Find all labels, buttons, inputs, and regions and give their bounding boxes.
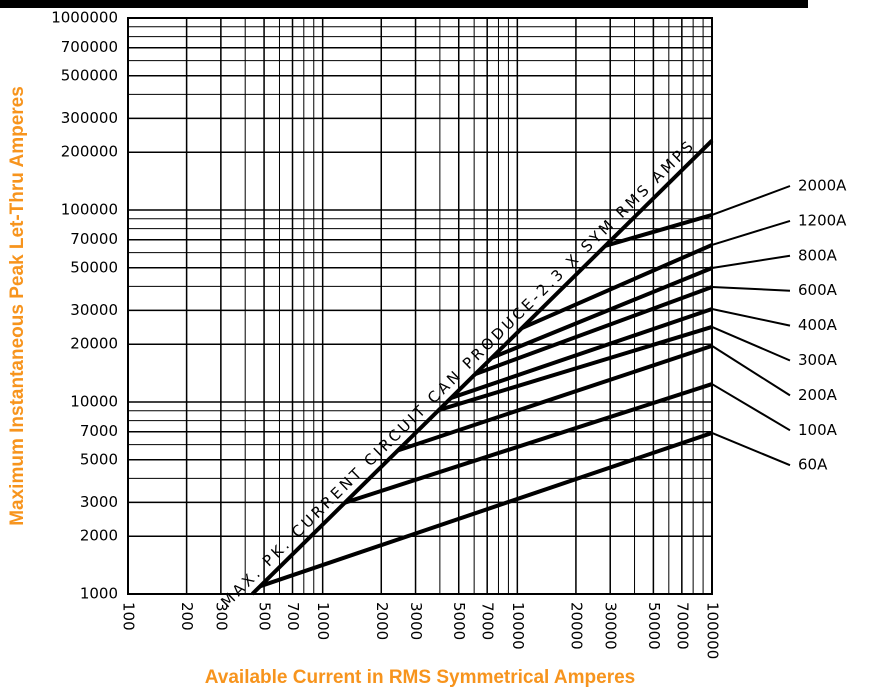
fuse-curve xyxy=(474,285,713,376)
top-bar xyxy=(0,0,808,8)
x-tick-label: 50000 xyxy=(645,602,663,650)
y-tick-label: 500000 xyxy=(61,66,118,84)
legend-label: 200A xyxy=(798,386,838,404)
y-tick-label: 30000 xyxy=(70,301,118,319)
x-tick-label: 5000 xyxy=(450,602,468,640)
y-tick-label: 100000 xyxy=(61,201,118,219)
y-tick-label: 7000 xyxy=(80,422,118,440)
leader-line xyxy=(711,345,791,397)
leader-line xyxy=(711,185,791,216)
y-axis-title: Maximum Instantaneous Peak Let-Thru Ampe… xyxy=(7,86,28,526)
y-tick-label: 50000 xyxy=(70,258,118,276)
y-tick-label: 300000 xyxy=(61,109,118,127)
x-tick-label: 300 xyxy=(212,602,230,631)
legend-label: 60A xyxy=(798,456,828,474)
fuse-curve xyxy=(438,325,713,412)
y-tick-label: 200000 xyxy=(61,143,118,161)
legend-label: 1200A xyxy=(798,211,847,229)
legend-label: 600A xyxy=(798,281,838,299)
x-axis-title: Available Current in RMS Symmetrical Amp… xyxy=(205,667,635,688)
legend-label: 800A xyxy=(798,246,838,264)
legend-label: 400A xyxy=(798,316,838,334)
x-tick-label: 7000 xyxy=(479,602,497,640)
x-tick-label: 500 xyxy=(256,602,274,631)
plot-frame xyxy=(127,17,713,595)
x-tick-label: 1000 xyxy=(314,602,332,640)
y-tick-label: 700000 xyxy=(61,38,118,56)
x-tick-label: 70000 xyxy=(673,602,691,650)
x-tick-label: 700 xyxy=(284,602,302,631)
fuse-curve xyxy=(604,213,713,248)
fuse-curve xyxy=(344,382,713,505)
legend-label: 2000A xyxy=(798,177,847,195)
y-tick-label: 3000 xyxy=(80,493,118,511)
x-tick-label: 100 xyxy=(120,602,138,631)
leader-line xyxy=(711,432,791,467)
y-tick-label: 2000 xyxy=(80,527,118,545)
leader-line xyxy=(711,326,791,362)
y-tick-label: 5000 xyxy=(80,450,118,468)
fuse-curve xyxy=(259,431,713,588)
fuse-curve xyxy=(521,243,713,330)
y-tick-label: 70000 xyxy=(70,230,118,248)
legend-label: 100A xyxy=(798,421,838,439)
fuse-curve xyxy=(491,266,713,360)
y-tick-label: 1000 xyxy=(80,585,118,603)
x-tick-label: 10000 xyxy=(509,602,527,650)
x-tick-label: 20000 xyxy=(567,602,585,650)
legend-label: 300A xyxy=(798,351,838,369)
max-line xyxy=(250,139,714,596)
leader-line xyxy=(711,219,791,246)
x-tick-label: 3000 xyxy=(407,602,425,640)
x-tick-label: 30000 xyxy=(602,602,620,650)
fuse-curve xyxy=(397,343,713,453)
x-tick-label: 2000 xyxy=(373,602,391,640)
y-tick-label: 1000000 xyxy=(51,9,118,27)
leader-line xyxy=(711,254,791,269)
x-tick-label: 200 xyxy=(178,602,196,631)
leader-line xyxy=(711,286,791,292)
leader-line xyxy=(711,308,791,327)
y-tick-label: 20000 xyxy=(70,335,118,353)
y-tick-label: 10000 xyxy=(70,393,118,411)
leader-line xyxy=(711,383,791,432)
x-tick-label: 100000 xyxy=(704,602,722,659)
fuse-curve xyxy=(450,307,713,400)
